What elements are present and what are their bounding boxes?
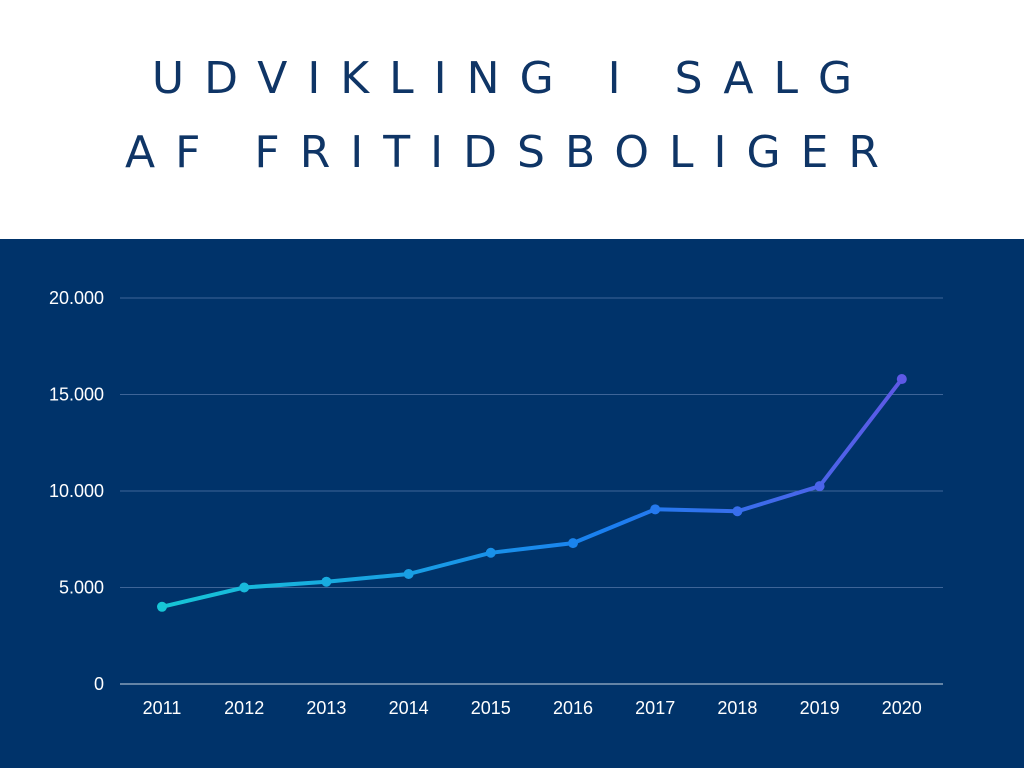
chart-title-line-2: AF FRITIDSBOLIGER [125, 127, 899, 178]
data-point [321, 576, 332, 587]
data-point [403, 568, 414, 579]
x-tick-label: 2014 [389, 698, 429, 718]
data-point [650, 504, 661, 515]
y-tick-label: 0 [94, 674, 104, 694]
y-axis-ticks: 0 5.000 10.000 15.000 20.000 [49, 288, 104, 694]
y-tick-label: 10.000 [49, 481, 104, 501]
chart-panel: 0 5.000 10.000 15.000 20.000 2011 2012 2013 201… [0, 239, 1024, 768]
data-point [239, 582, 250, 593]
x-tick-label: 2020 [882, 698, 922, 718]
x-tick-label: 2016 [553, 698, 593, 718]
x-axis-ticks: 2011 2012 2013 2014 2015 2016 2017 2018 2019 2020 [143, 698, 922, 718]
chart-background [0, 239, 1024, 768]
data-point [896, 374, 907, 385]
data-points [157, 374, 907, 612]
title-area: UDVIKLING I SALG AF FRITIDSBOLIGER [0, 0, 1024, 239]
x-tick-label: 2015 [471, 698, 511, 718]
chart-title-line-1: UDVIKLING I SALG [151, 53, 873, 104]
x-tick-label: 2011 [143, 698, 182, 718]
x-tick-label: 2017 [635, 698, 675, 718]
data-point [485, 547, 496, 558]
data-point [732, 506, 743, 517]
x-tick-label: 2012 [224, 698, 264, 718]
y-tick-label: 20.000 [49, 288, 104, 308]
data-point [157, 601, 167, 612]
x-tick-label: 2018 [717, 698, 757, 718]
series-line [160, 377, 904, 609]
data-point [814, 481, 825, 492]
y-tick-label: 15.000 [49, 385, 104, 405]
data-point [568, 538, 578, 549]
x-tick-label: 2013 [306, 698, 346, 718]
x-tick-label: 2019 [800, 698, 840, 718]
y-tick-label: 5.000 [59, 578, 104, 598]
